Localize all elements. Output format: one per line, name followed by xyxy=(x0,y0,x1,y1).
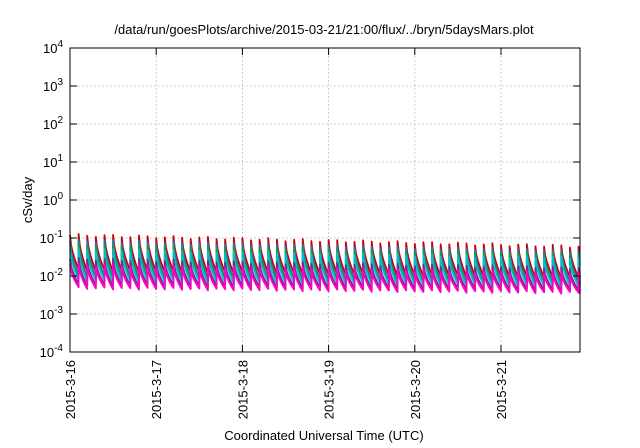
series-layer xyxy=(69,233,581,295)
y-tick-label: 104 xyxy=(43,39,63,56)
grid-layer xyxy=(70,48,580,352)
x-axis-label: Coordinated Universal Time (UTC) xyxy=(224,428,423,443)
x-tick-label: 2015-3-20 xyxy=(408,360,423,419)
y-tick-label: 10-4 xyxy=(40,343,64,360)
y-tick-label: 101 xyxy=(43,153,63,170)
y-tick-label: 10-1 xyxy=(40,229,64,246)
y-tick-label: 10-3 xyxy=(40,305,64,322)
y-axis-label: cSv/day xyxy=(20,176,35,223)
x-tick-label: 2015-3-17 xyxy=(149,360,164,419)
tick-layer xyxy=(69,47,580,353)
x-tick-label: 2015-3-21 xyxy=(494,360,509,419)
y-tick-label: 10-2 xyxy=(40,267,64,284)
series-line-6 xyxy=(69,262,581,295)
x-tick-label: 2015-3-16 xyxy=(63,360,78,419)
y-tick-label: 100 xyxy=(43,191,63,208)
y-tick-label: 103 xyxy=(43,77,63,94)
x-tick-labels: 2015-3-16 2015-3-17 2015-3-18 2015-3-19 2015… xyxy=(63,360,509,419)
y-tick-label: 102 xyxy=(43,115,63,132)
chart-title: /data/run/goesPlots/archive/2015-03-21/2… xyxy=(114,22,534,37)
y-tick-labels: 10-4 10-3 10-2 10-1 100 101 102 103 104 xyxy=(40,39,64,360)
x-tick-label: 2015-3-19 xyxy=(322,360,337,419)
x-tick-label: 2015-3-18 xyxy=(235,360,250,419)
